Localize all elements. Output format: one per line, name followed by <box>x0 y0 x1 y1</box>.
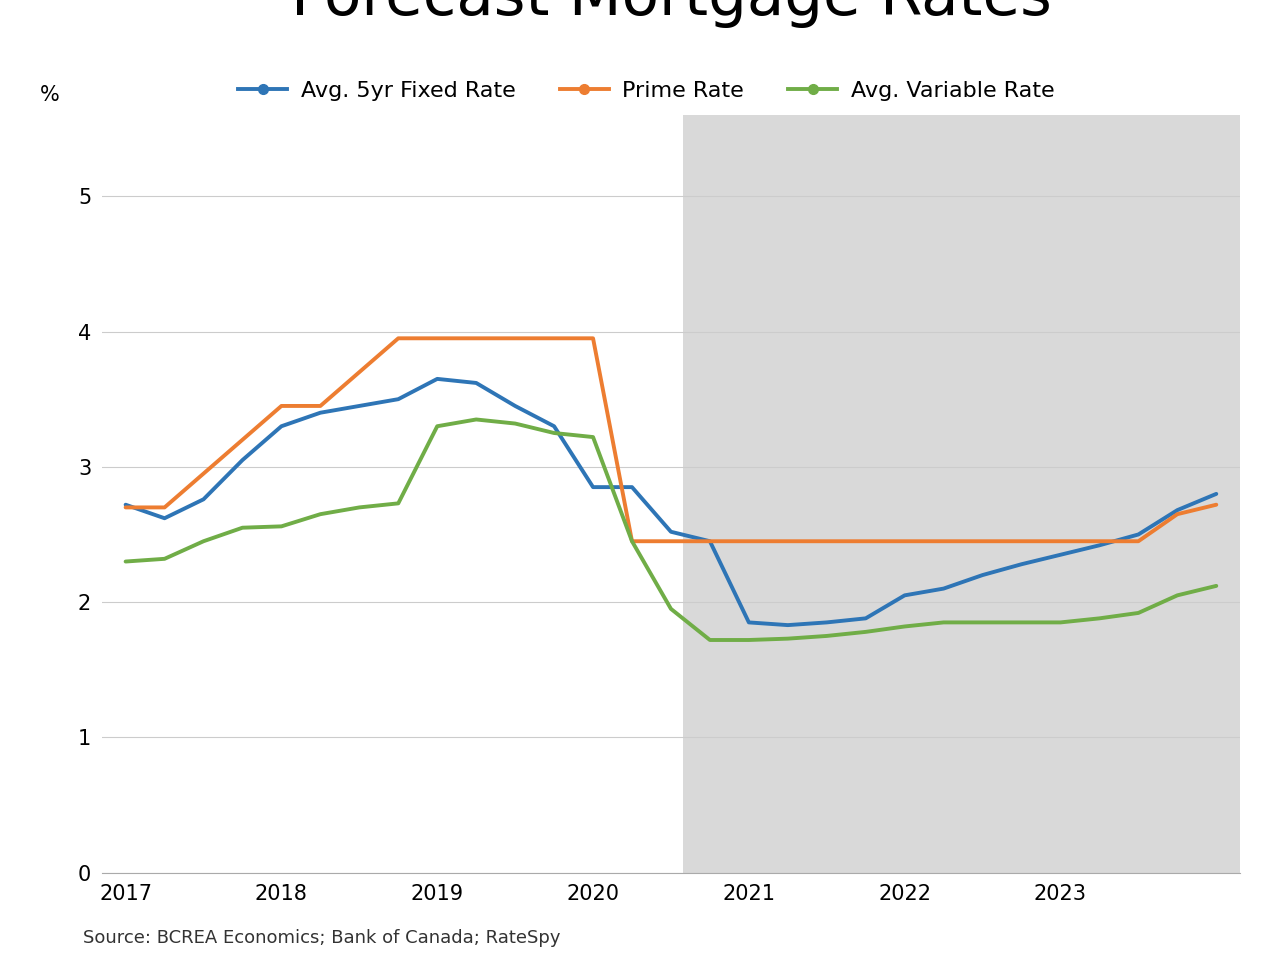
Legend: Avg. 5yr Fixed Rate, Prime Rate, Avg. Variable Rate: Avg. 5yr Fixed Rate, Prime Rate, Avg. Va… <box>239 81 1054 101</box>
Text: Source: BCREA Economics; Bank of Canada; RateSpy: Source: BCREA Economics; Bank of Canada;… <box>83 929 561 947</box>
Text: %: % <box>40 84 60 105</box>
Title: Forecast Mortgage Rates: Forecast Mortgage Rates <box>290 0 1052 28</box>
Bar <box>684 115 1240 873</box>
